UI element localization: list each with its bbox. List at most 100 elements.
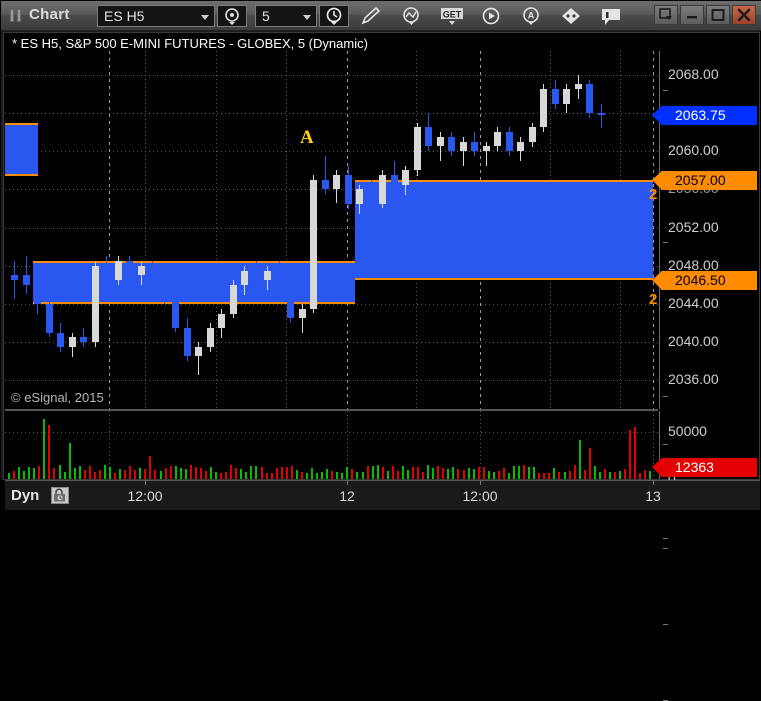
candle-body[interactable]: [230, 285, 237, 314]
volume-bar: [74, 468, 76, 479]
symbol-settings-button[interactable]: [217, 5, 247, 27]
symbol-combo[interactable]: ES H5: [97, 5, 215, 27]
chevron-down-icon[interactable]: [201, 15, 209, 20]
candle-body[interactable]: [207, 328, 214, 347]
volume-bar: [43, 419, 45, 479]
candle-body[interactable]: [414, 127, 421, 170]
get-symbol-button[interactable]: GET: [439, 6, 465, 27]
chevron-down-icon[interactable]: [303, 15, 311, 20]
candle-body[interactable]: [483, 146, 490, 151]
last-volume-tag[interactable]: 12363: [652, 458, 757, 477]
text-note-button[interactable]: [599, 6, 625, 27]
candle-body[interactable]: [149, 266, 156, 290]
volume-bar: [503, 468, 505, 479]
time-axis[interactable]: Dyn 12:00 12 12:00 13: [5, 480, 760, 510]
close-button[interactable]: [732, 5, 756, 25]
volume-bar: [220, 473, 222, 479]
candle-body[interactable]: [471, 142, 478, 151]
candle-body[interactable]: [540, 89, 547, 127]
candle-body[interactable]: [506, 132, 513, 151]
annotation-a-marker[interactable]: A: [300, 127, 314, 148]
window-title-bar[interactable]: Chart ES H5 5: [1, 1, 761, 31]
volume-bar: [99, 470, 101, 479]
candle-body[interactable]: [368, 189, 375, 204]
candle-body[interactable]: [46, 304, 53, 333]
minimize-button[interactable]: [680, 5, 704, 25]
candle-body[interactable]: [23, 275, 30, 285]
candle-body[interactable]: [333, 175, 340, 189]
candle-body[interactable]: [103, 266, 110, 280]
candle-body[interactable]: [276, 271, 283, 290]
candle-body[interactable]: [218, 314, 225, 328]
candle-body[interactable]: [57, 333, 64, 347]
candle-body[interactable]: [34, 285, 41, 304]
price-axis-tick: [663, 90, 668, 91]
volume-bar: [644, 470, 646, 479]
volume-bar: [255, 466, 257, 479]
shape-diamond-button[interactable]: [559, 6, 585, 27]
candle-body[interactable]: [586, 84, 593, 113]
candle-body[interactable]: [425, 127, 432, 146]
candle-body[interactable]: [80, 337, 87, 342]
candle-body[interactable]: [437, 137, 444, 146]
candle-body[interactable]: [391, 175, 398, 185]
candle-body[interactable]: [379, 175, 386, 204]
candle-body[interactable]: [138, 266, 145, 275]
play-replay-button[interactable]: [479, 6, 505, 27]
volume-bar: [114, 473, 116, 479]
candle-body[interactable]: [345, 175, 352, 204]
value-area-low-tag[interactable]: 2046.50: [652, 271, 757, 290]
candle-body[interactable]: [310, 180, 317, 309]
candle-body[interactable]: [322, 180, 329, 189]
candle-body[interactable]: [517, 142, 524, 151]
lock-clock-icon[interactable]: [51, 487, 69, 504]
annotation-a-button[interactable]: A: [519, 6, 545, 27]
candle-body[interactable]: [69, 337, 76, 347]
candle-body[interactable]: [195, 347, 202, 356]
candle-body[interactable]: [241, 271, 248, 285]
candle-body[interactable]: [253, 271, 260, 280]
volume-bar: [84, 470, 86, 479]
last-price-tag[interactable]: 2063.75: [652, 106, 757, 125]
volume-axis[interactable]: 50000 0 12363: [652, 411, 759, 539]
candle-body[interactable]: [126, 261, 133, 275]
maximize-button[interactable]: [706, 5, 730, 25]
value-area-box[interactable]: [33, 261, 355, 304]
session-divider-line: [109, 51, 110, 409]
candle-body[interactable]: [264, 271, 271, 280]
candle-body[interactable]: [494, 132, 501, 146]
price-axis[interactable]: 2068.00 2060.00 2052.00 2048.00 2044.00 2040.…: [652, 51, 759, 701]
candle-body[interactable]: [356, 189, 363, 204]
candle-body[interactable]: [184, 328, 191, 356]
price-plot-area[interactable]: A © eSignal, 2015: [5, 51, 658, 409]
volume-plot-area[interactable]: [5, 411, 658, 479]
candle-body[interactable]: [161, 290, 168, 299]
candle-body[interactable]: [563, 89, 570, 104]
candle-body[interactable]: [402, 170, 409, 185]
candle-body[interactable]: [115, 261, 122, 280]
candle-body[interactable]: [299, 309, 306, 318]
candle-body[interactable]: [287, 290, 294, 318]
candle-body[interactable]: [598, 113, 605, 115]
volume-bar: [64, 472, 66, 479]
candle-body[interactable]: [92, 266, 99, 342]
value-area-box[interactable]: [355, 180, 653, 280]
candle-body[interactable]: [529, 127, 536, 142]
restore-button[interactable]: [654, 5, 678, 25]
candle-body[interactable]: [552, 89, 559, 104]
pane-separator[interactable]: [5, 409, 658, 411]
candle-body[interactable]: [575, 84, 582, 89]
volume-axis-tick: [663, 444, 668, 445]
draw-pencil-button[interactable]: [359, 6, 385, 27]
trendline-study-button[interactable]: [399, 6, 425, 27]
candle-body[interactable]: [172, 299, 179, 328]
candle-body[interactable]: [448, 137, 455, 151]
candle-body[interactable]: [460, 142, 467, 151]
interval-combo[interactable]: 5: [255, 5, 317, 27]
candle-body[interactable]: [11, 275, 18, 280]
volume-bar: [336, 472, 338, 479]
candle-wick: [601, 104, 602, 128]
value-area-box[interactable]: [5, 123, 38, 176]
interval-settings-button[interactable]: [319, 5, 349, 27]
value-area-high-tag[interactable]: 2057.00: [652, 171, 757, 190]
